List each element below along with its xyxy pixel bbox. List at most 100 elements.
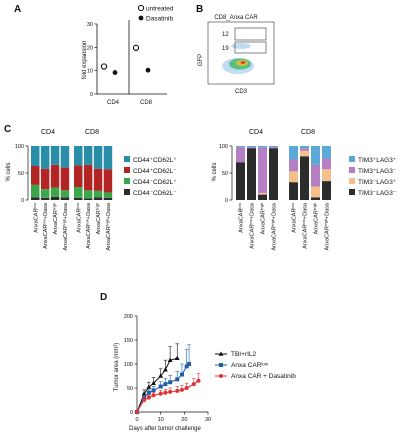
panel-b-gate-value-1: 12 [222,32,229,38]
legend-swatch [124,189,130,195]
panel-d-y-tick-label: 0 [130,410,133,416]
panel-d-x-tick-label: 20 [181,417,187,423]
panel-a-y-tick-label: 10 [87,69,93,75]
stacked-bar-segment [31,146,40,166]
panel-d-series-line [136,380,199,413]
panel-a-point-untreated [100,63,108,70]
panel-d-point [184,364,189,369]
panel-d-point [146,384,152,389]
panel-d-point [135,410,139,414]
panel-a-point-dasatinib [145,67,151,73]
panel-a-point-dasatinib [112,70,118,75]
stacked-bar-segment [322,146,331,159]
panel-d-point [187,362,192,366]
category-label: AnxaCARʰⁱᵍʰ+Dasa [323,202,331,250]
stacked-bar-segment [50,196,60,200]
stacked-bar-segment [258,147,267,193]
panel-c-right-y-axis-label: % cells [212,162,218,181]
panel-c-right-group-cd4: CD4 [249,129,263,136]
category-label: AnxaCARʰⁱᵍʰ+Dasa [270,202,278,250]
legend-label: TIM3⁺LAG3⁻ [358,168,397,175]
panel-d-x-tick-label: 10 [158,417,164,423]
stacked-bar-segment [31,184,40,198]
panel-d-point [168,380,173,385]
stacked-bar-segment [31,197,40,200]
panel-d-point [163,382,168,387]
panel-c-left-y-axis-label: % cells [6,162,12,181]
panel-d-legend-label: TBI+rIL2 [231,351,256,358]
panel-d-y-tick-label: 50 [127,386,133,392]
legend-swatch [349,189,355,195]
panel-letter-a: A [14,4,21,15]
stacked-bar-segment [258,146,267,148]
panel-a-y-tick-label: 0 [90,92,93,98]
stacked-bar-segment [311,146,320,165]
stacked-bar-segment [74,197,83,200]
category-label: AnxaCARˡᵒʷ+Dasa [302,202,309,249]
stacked-bar-segment [311,186,320,198]
legend-label: CD44⁻CD62L⁺ [133,179,177,186]
stacked-bar-segment [103,197,113,200]
stacked-bar-segment [50,187,60,197]
legend-swatch [124,156,130,162]
category-label: AnxaCARˡᵒʷ [238,203,245,233]
stacked-bar-segment [300,148,309,151]
stacked-bar-segment [40,168,50,190]
panel-d-point [146,390,151,395]
stacked-bar-segment [289,182,298,200]
panel-d-point [163,367,168,372]
panel-d: Days after tumor challenge Tumor area (m… [114,314,296,432]
stacked-bar-segment [236,162,245,200]
stacked-bar-segment [60,190,70,198]
panel-a-point-untreated [132,44,140,51]
stacked-bar-segment [322,181,331,200]
category-label: AnxaCARˡᵒʷ [75,203,82,233]
panel-d-point [146,395,151,400]
stacked-bar-segment [93,197,103,200]
stacked-bar-segment [31,165,40,185]
category-label: AnxaCARˡᵒʷ [291,203,298,233]
panel-d-point [174,355,180,361]
stacked-bar-segment [50,164,60,188]
stacked-bar-segment [103,169,113,193]
legend-label: CD44⁻CD62L⁻ [133,190,177,197]
panel-d-legend-label: Anxa CARˡᵒʷ [231,362,269,369]
panel-b-gate-value-2: 19 [222,46,229,52]
panel-a-legend-untreated: untreated [146,6,174,13]
stacked-bar-segment [311,164,320,187]
stacked-bar-segment [60,197,70,200]
legend-swatch [124,178,130,184]
panel-a-legend-filled-marker [138,15,144,21]
panel-a-y-tick-label: 30 [87,22,93,28]
panel-b-plot-frame [207,21,275,85]
panel-b-density-upper [231,43,251,49]
panel-d-y-tick-label: 200 [124,314,133,320]
panel-b-y-axis-label: GFP [198,54,204,66]
panel-d-point [142,398,147,402]
stacked-bar-segment [247,146,256,148]
stacked-bar-segment [322,169,331,182]
legend-label: CD44⁺CD62L⁻ [133,168,177,175]
legend-swatch [349,167,355,173]
panel-b: CD8_Anxa CAR CD3 GFP 12 19 [198,15,275,95]
stacked-bar-segment [40,189,50,198]
panel-d-x-tick-label: 30 [205,417,211,423]
panel-d-x-tick-label: 0 [135,417,138,423]
stacked-bar-segment [289,171,298,183]
y-tick-label: 50 [222,171,228,177]
category-label: AnxaCARˡᵒʷ+Dasa [85,202,92,249]
panel-b-x-axis-label: CD3 [235,89,248,95]
stacked-bar-segment [60,167,70,191]
stacked-bar-segment [60,146,70,168]
stacked-bar-segment [103,146,113,170]
category-label: AnxaCARʰⁱᵍʰ+Dasa [104,202,112,250]
panel-d-point [141,391,147,396]
category-label: AnxaCARˡᵒʷ [32,203,39,233]
stacked-bar-segment [74,146,83,166]
category-label: AnxaCARˡᵒʷ+Dasa [42,202,49,249]
panel-d-point [158,384,163,389]
stacked-bar-segment [93,146,103,169]
panel-d-legend-label: Anxa CAR + Dasatinib [231,373,296,380]
